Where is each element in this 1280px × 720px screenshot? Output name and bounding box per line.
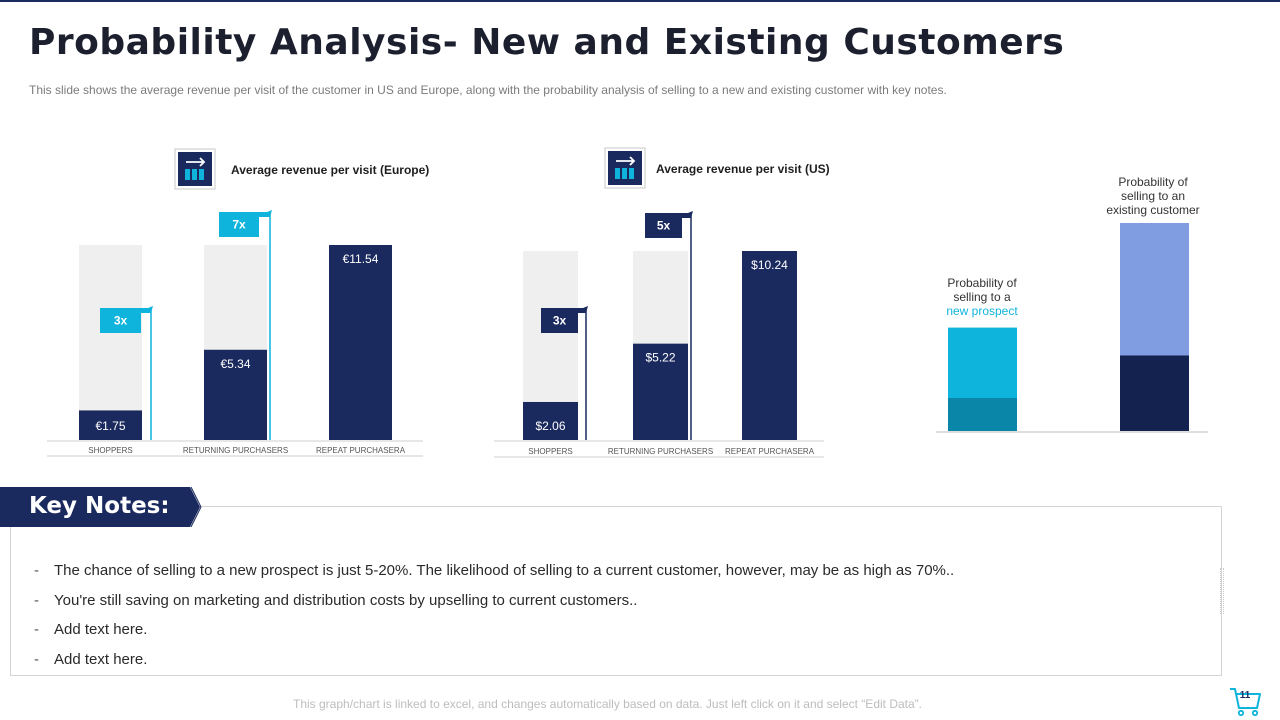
key-notes-box [10,506,1222,676]
chart-arrow-icon-bar [192,169,197,180]
bar-value-label: €5.34 [220,357,250,371]
multiplier-label: 7x [232,218,246,232]
category-label: REPEAT PURCHASERA [725,447,815,456]
top-border [0,0,1280,2]
prob-bar-existing-upper [1120,223,1189,356]
prob-label-existing: Probability of [1118,175,1188,189]
category-label: RETURNING PURCHASERS [608,447,713,456]
chart-title: Average revenue per visit (US) [656,162,830,176]
chart-arrow-icon-bar [185,169,190,180]
chart-title: Average revenue per visit (Europe) [231,163,429,177]
bar-value-label: $2.06 [535,419,565,433]
key-notes-list: - The chance of selling to a new prospect… [34,562,954,681]
multiplier-flag [645,211,693,238]
prob-bar-new-upper [948,327,1017,398]
bar-value-label: $5.22 [645,351,675,365]
prob-label-existing: selling to an [1121,189,1185,203]
multiplier-label: 3x [114,314,128,328]
multiplier-flag [541,306,588,333]
chart-arrow-icon-arrow [186,157,206,167]
charts-area: Average revenue per visit (Europe) €1.75 S… [47,147,1208,458]
note-text: You're still saving on marketing and dis… [54,591,638,609]
list-item: - The chance of selling to a new prospect… [34,562,955,579]
chart-arrow-icon-arrow [616,156,636,166]
bar [204,349,267,440]
multiplier-flag [219,210,272,237]
prob-label-new: selling to a [953,290,1011,304]
category-label: REPEAT PURCHASERA [316,446,406,455]
page-number: 11 [1239,690,1251,701]
bar [633,343,688,440]
bar [523,401,578,440]
prob-label-new-highlight: new prospect [946,304,1018,318]
bar [79,410,142,440]
list-item: - Add text here. [34,651,148,669]
page-subtitle: This slide shows the average revenue per… [29,83,947,97]
multiplier-flag [100,306,153,333]
prob-label-new: Probability of [947,276,1017,290]
prob-label-existing: existing customer [1106,203,1199,217]
bar [742,251,797,440]
chart-arrow-icon-bar [199,169,204,180]
key-notes-heading: Key Notes: [29,493,170,519]
key-notes-tab [0,487,202,527]
chart-arrow-icon-bar [615,168,620,179]
multiplier-label: 3x [553,314,567,328]
chart-arrow-icon-bar [629,168,634,179]
category-label: SHOPPERS [88,446,132,455]
bar [329,245,392,440]
note-text: Add text here. [54,621,148,639]
category-label: SHOPPERS [528,447,572,456]
shopping-cart-icon [1230,688,1261,717]
prob-bar-new-lower [948,398,1017,431]
prob-bar-existing-lower [1120,355,1189,431]
bar-track [79,245,142,440]
scroll-indicator [1220,568,1224,614]
bar-value-label: €1.75 [95,419,125,433]
page-title: Probability Analysis- New and Existing C… [29,22,1065,63]
bar-value-label: €11.54 [343,252,379,266]
chart-arrow-icon-bar [622,168,627,179]
bar-value-label: $10.24 [751,258,788,272]
list-item: - Add text here. [34,621,148,639]
multiplier-label: 5x [657,219,671,233]
category-label: RETURNING PURCHASERS [183,446,288,455]
footer-note: This graph/chart is linked to excel, and… [293,697,922,711]
list-item: - You're still saving on marketing and di… [34,591,638,609]
note-text: Add text here. [54,651,148,669]
note-text: The chance of selling to a new prospect … [54,562,955,579]
